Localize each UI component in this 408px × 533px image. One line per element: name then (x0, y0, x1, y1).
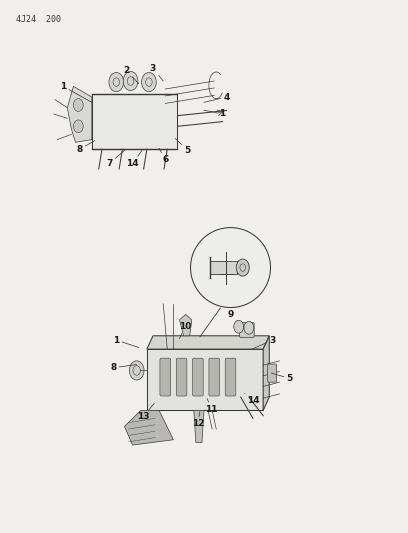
Text: 1: 1 (60, 82, 92, 102)
Circle shape (142, 72, 156, 92)
Polygon shape (92, 94, 177, 149)
Ellipse shape (191, 228, 271, 308)
Text: 7: 7 (106, 149, 126, 168)
Circle shape (73, 120, 83, 133)
Polygon shape (147, 349, 263, 410)
Text: 2: 2 (123, 66, 139, 84)
Text: 13: 13 (137, 403, 154, 421)
Circle shape (234, 320, 244, 333)
Circle shape (123, 71, 138, 91)
Text: 14: 14 (126, 150, 142, 168)
Text: 6: 6 (159, 148, 169, 164)
Text: 3: 3 (150, 64, 163, 81)
Text: 12: 12 (192, 411, 204, 428)
FancyBboxPatch shape (193, 358, 203, 396)
FancyBboxPatch shape (239, 322, 254, 337)
Circle shape (73, 99, 83, 111)
Text: 14: 14 (245, 393, 259, 405)
Polygon shape (147, 336, 269, 349)
Text: 11: 11 (205, 399, 217, 414)
Text: 8: 8 (110, 364, 137, 372)
Polygon shape (263, 336, 269, 410)
Circle shape (109, 72, 124, 92)
Polygon shape (194, 410, 204, 442)
FancyBboxPatch shape (225, 358, 236, 396)
FancyBboxPatch shape (210, 261, 237, 274)
Circle shape (236, 259, 249, 276)
Text: 10: 10 (180, 322, 192, 338)
Text: 4: 4 (204, 93, 230, 102)
Circle shape (244, 321, 254, 334)
Text: 9: 9 (227, 310, 234, 319)
FancyBboxPatch shape (268, 364, 277, 382)
Text: 1: 1 (113, 336, 139, 348)
Text: 4J24  200: 4J24 200 (16, 15, 61, 24)
Text: 8: 8 (76, 141, 95, 154)
Text: 5: 5 (175, 139, 191, 155)
FancyBboxPatch shape (176, 358, 187, 396)
Text: 1: 1 (204, 109, 226, 118)
Polygon shape (67, 86, 92, 142)
Text: 3: 3 (252, 336, 276, 349)
Circle shape (129, 361, 144, 380)
Polygon shape (124, 410, 173, 445)
Polygon shape (180, 314, 192, 336)
Text: 5: 5 (271, 373, 293, 383)
FancyBboxPatch shape (160, 358, 171, 396)
FancyBboxPatch shape (209, 358, 220, 396)
